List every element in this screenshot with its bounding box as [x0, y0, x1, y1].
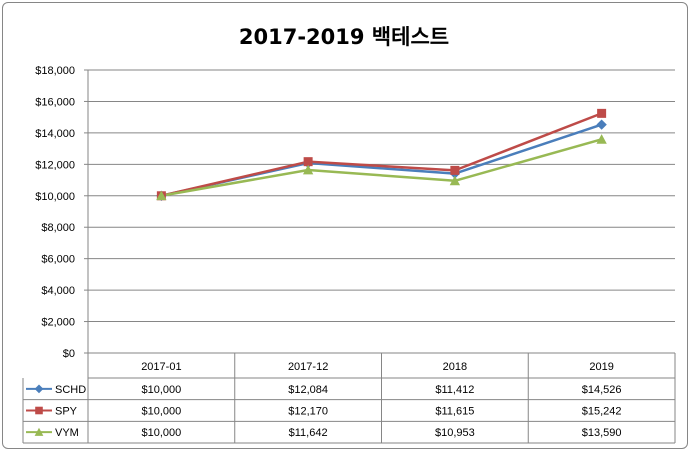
- y-tick-label: $6,000: [41, 254, 75, 266]
- data-table: 2017-01 2017-12 2018 2019 SCHD $10,000 $12,084…: [22, 353, 676, 444]
- y-tick-label: $0: [63, 348, 75, 360]
- legend-marker-vym: [34, 427, 44, 436]
- y-tick-label: $8,000: [41, 222, 75, 234]
- data-point-vym: [449, 175, 461, 186]
- y-tick-label: $4,000: [41, 285, 75, 297]
- data-label: $14,526: [582, 384, 622, 396]
- data-point-vym: [156, 190, 167, 201]
- chart-title: 2017-2019 백테스트: [239, 25, 449, 49]
- y-tick-label: $2,000: [41, 317, 75, 329]
- legend-label-schd: SCHD: [55, 384, 86, 396]
- series-line-spy: [161, 112, 603, 197]
- data-label: $10,000: [141, 406, 181, 418]
- data-point-spy: [303, 157, 313, 167]
- data-point-vym: [596, 134, 607, 144]
- data-label: $10,000: [141, 427, 181, 439]
- data-label: $12,084: [288, 384, 328, 396]
- legend-marker-spy: [35, 406, 43, 415]
- x-category-label: 2019: [589, 361, 613, 373]
- series-line-vym: [161, 138, 602, 198]
- y-tick-label: $16,000: [35, 96, 75, 108]
- data-label: $12,170: [288, 406, 328, 418]
- y-tick-label: $12,000: [35, 159, 75, 171]
- data-point-schd: [596, 119, 607, 130]
- y-tick-label: $14,000: [35, 128, 75, 140]
- x-category-label: 2018: [443, 361, 467, 373]
- data-label: $13,590: [582, 427, 622, 439]
- gridlines: [88, 69, 675, 354]
- data-point-spy: [450, 165, 460, 175]
- x-category-label: 2017-01: [141, 361, 181, 373]
- data-point-vym: [302, 164, 314, 175]
- data-label: $15,242: [582, 406, 622, 418]
- y-tick-label: $18,000: [35, 65, 75, 77]
- y-tick-label: $10,000: [35, 191, 75, 203]
- chart-frame: [2, 2, 688, 449]
- data-label: $10,000: [141, 384, 181, 396]
- y-axis: $0 $2,000 $4,000 $6,000 $8,000 $10,000 $12,000…: [35, 65, 89, 360]
- legend-label-vym: VYM: [55, 427, 79, 439]
- data-point-spy: [597, 108, 607, 118]
- x-category-label: 2017-12: [288, 361, 328, 373]
- data-label: $10,953: [435, 427, 475, 439]
- legend-label-spy: SPY: [55, 406, 78, 418]
- data-label: $11,615: [435, 406, 474, 418]
- legend-marker-schd: [34, 384, 44, 394]
- data-label: $11,642: [289, 427, 328, 439]
- data-label: $11,412: [435, 384, 474, 396]
- series-lines: [156, 108, 607, 201]
